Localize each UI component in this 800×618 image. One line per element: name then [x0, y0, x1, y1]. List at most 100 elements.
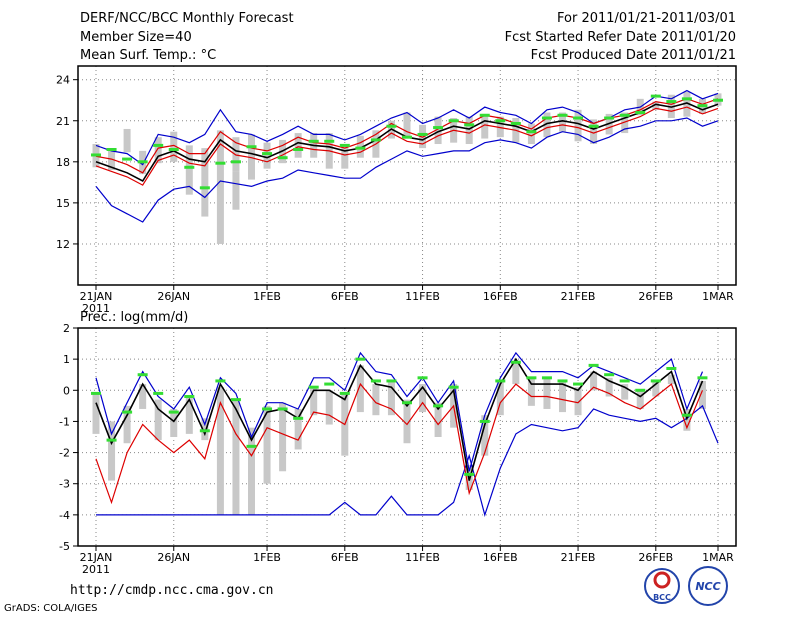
temp-frame	[77, 65, 737, 286]
logos: BCC NCC	[644, 566, 728, 606]
forecast-period: For 2011/01/21-2011/03/01	[557, 11, 736, 26]
temp-obs-marker	[386, 124, 397, 128]
start-date: Fcst Started Refer Date 2011/01/20	[504, 30, 736, 45]
temp-obs-marker	[246, 145, 257, 149]
prec-obs-marker	[417, 376, 428, 380]
temperature-panel: 12 15 18 21 24 21JAN 26JAN 1FEB 6FEB 11FEB 16FEB 21…	[56, 65, 737, 315]
prec-spread-bar	[201, 418, 209, 441]
temp-spread-bar	[527, 123, 535, 145]
prec-obs-marker	[277, 407, 288, 411]
prec-spread-bar	[294, 408, 302, 450]
prec-obs-marker	[106, 438, 117, 442]
temp-obs-marker	[199, 186, 210, 190]
bcc-logo-ring	[653, 571, 671, 589]
temp-spread-bar	[683, 92, 691, 117]
temp-spread-bar	[496, 116, 504, 138]
temp-spread-bar	[216, 130, 224, 181]
temp-obs-marker	[479, 113, 490, 117]
prec-obs-marker	[697, 376, 708, 380]
prec-spread-bar	[123, 405, 131, 444]
temp-obs-marker	[433, 126, 444, 130]
temp-xtick-label: 26JAN	[157, 290, 190, 303]
prec-obs-marker	[308, 385, 319, 389]
prec-obs-marker	[619, 379, 630, 383]
prec-spread-bar	[216, 387, 224, 515]
prec-spread-bar	[92, 393, 100, 434]
temp-spread-bar	[294, 133, 302, 158]
temp-obs-marker	[495, 119, 506, 123]
prec-spread-bar	[185, 396, 193, 434]
produced-date: Fcst Produced Date 2011/01/21	[530, 48, 736, 63]
temp-ytick-label: 24	[56, 74, 70, 87]
prec-xtick-label: 6FEB	[331, 551, 359, 564]
prec-xtick-label: 21FEB	[561, 551, 596, 564]
prec-obs-marker	[650, 379, 661, 383]
prec-ytick-label: -1	[59, 415, 70, 428]
prec-spread-bar	[108, 421, 116, 481]
prec-obs-marker	[339, 391, 350, 395]
temp-obs-marker	[681, 97, 692, 101]
prec-obs-marker	[355, 357, 366, 361]
prec-obs-marker	[91, 391, 101, 395]
temp-xtick-label: 16FEB	[483, 290, 518, 303]
prec-obs-marker	[246, 444, 257, 448]
temp-spread-bar	[559, 112, 566, 132]
prec-ytick-label: 1	[63, 353, 70, 366]
temp-spread-bar	[403, 112, 411, 138]
prec-spread-bar	[667, 374, 675, 385]
temp-spread-bar	[341, 145, 349, 169]
temp-spread-bar	[590, 119, 598, 145]
prec-spread-bar	[527, 377, 535, 406]
temp-spread-bar	[248, 134, 255, 180]
prec-min-line	[96, 404, 719, 518]
prec-spread-bar	[621, 384, 629, 400]
prec-xtick-label: 16FEB	[483, 551, 518, 564]
temp-obs-marker	[293, 147, 304, 151]
prec-xtick-label: 21JAN	[80, 551, 113, 564]
prec-obs-marker	[433, 404, 444, 408]
member-size: Member Size=40	[80, 30, 192, 45]
prec-mean-line	[95, 357, 704, 481]
source-url[interactable]: http://cmdp.ncc.cma.gov.cn	[70, 583, 274, 598]
prec-obs-marker	[262, 407, 273, 411]
prec-obs-marker	[541, 376, 552, 380]
prec-spread-bar	[419, 384, 427, 413]
grads-credit: GrADS: COLA/IGES	[4, 603, 98, 614]
temp-spread-bar	[465, 116, 473, 145]
temp-obs-marker	[604, 116, 615, 120]
prec-obs-marker	[215, 379, 226, 383]
prec-obs-marker	[230, 398, 241, 402]
temp-obs-marker	[355, 146, 366, 150]
prec-obs-marker	[293, 416, 304, 420]
prec-frame	[77, 327, 737, 547]
temp-xtick-label: 21FEB	[561, 290, 596, 303]
temp-xtick-label: 1MAR	[702, 290, 734, 303]
temp-spread-bar-ext	[201, 196, 209, 217]
temp-spread-bar	[170, 131, 178, 162]
prec-ytick-label: -5	[59, 540, 70, 553]
prec-spread-bar	[698, 380, 706, 409]
temp-spread-bar	[201, 148, 209, 197]
temp-spread-bar	[419, 124, 427, 149]
prec-xtick-label: 26JAN	[157, 551, 190, 564]
temp-spread-bar	[574, 109, 582, 142]
temp-obs-marker	[184, 165, 195, 169]
prec-spread-bar	[652, 380, 660, 397]
temp-obs-marker	[526, 130, 537, 134]
temp-obs-marker	[619, 113, 630, 117]
prec-obs-marker	[557, 379, 568, 383]
prec-spread-bar	[356, 365, 364, 413]
prec-spread-bar	[279, 402, 287, 472]
prec-obs-marker	[635, 388, 646, 392]
bcc-logo-text: BCC	[653, 593, 671, 602]
prec-spread-bar	[387, 380, 395, 416]
temp-obs-marker	[697, 104, 708, 108]
prec-spread-bar	[605, 377, 613, 397]
prec-obs-marker	[495, 379, 506, 383]
temp-obs-marker	[277, 156, 288, 160]
prec-spread-bar	[574, 387, 582, 416]
temp-spread-bar	[185, 145, 193, 195]
temp-obs-marker	[339, 143, 350, 147]
temp-spread-bar-ext	[232, 171, 240, 210]
